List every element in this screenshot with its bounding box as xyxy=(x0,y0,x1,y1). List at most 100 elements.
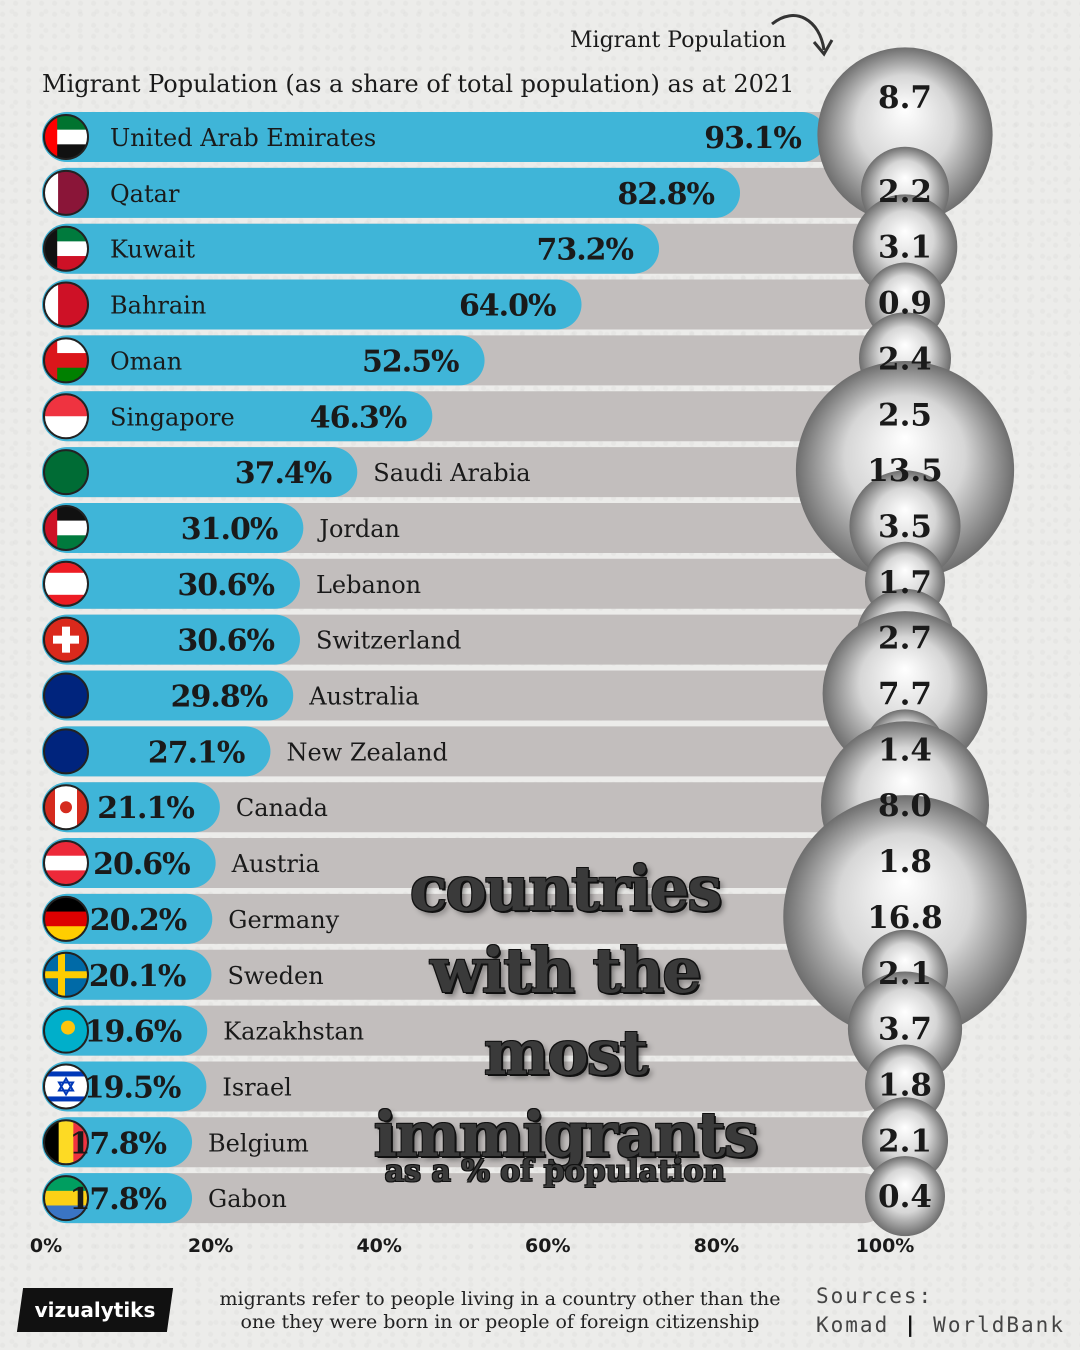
bar xyxy=(42,167,741,218)
chart-title: countries with the most immigrants xyxy=(340,848,790,1176)
value-label: 31.0% xyxy=(181,512,278,547)
gabon-flag-icon xyxy=(43,1175,89,1222)
bar xyxy=(42,391,433,442)
title-line: most xyxy=(483,1016,649,1089)
country-label: Switzerland xyxy=(316,627,461,655)
x-tick-label: 100% xyxy=(856,1235,915,1257)
population-label: 13.5 xyxy=(867,453,943,489)
new-zealand-flag-icon xyxy=(43,728,89,775)
bar xyxy=(42,558,300,609)
title-line: with the xyxy=(430,934,701,1007)
population-bubble xyxy=(817,47,993,223)
country-label: Jordan xyxy=(316,515,400,543)
source-item: WorldBank xyxy=(933,1313,1065,1337)
bubbles-group: 8.7 2.2 3.1 0.9 2.4 2.5 13.5 3.5 1.7 2.7 7.7 1.4 8.0… xyxy=(783,47,1027,1237)
sources-label: Sources: xyxy=(816,1284,934,1308)
bar xyxy=(42,838,216,889)
value-label: 19.6% xyxy=(85,1015,182,1050)
switzerland-flag-icon xyxy=(43,616,89,663)
population-label: 0.4 xyxy=(878,1179,932,1215)
value-label: 64.0% xyxy=(459,289,556,324)
migrant-population-label: Migrant Population xyxy=(570,28,787,53)
arrow-head-icon xyxy=(812,39,834,57)
sources: Sources: Komad | WorldBank xyxy=(816,1282,1076,1340)
country-label: Kazakhstan xyxy=(223,1018,364,1046)
country-label: Oman xyxy=(110,347,182,375)
value-label: 19.5% xyxy=(84,1070,181,1105)
canada-flag-icon xyxy=(43,784,89,831)
value-label: 20.2% xyxy=(90,903,187,938)
population-label: 3.1 xyxy=(878,230,932,266)
bar-chart: 8.7 2.2 3.1 0.9 2.4 2.5 13.5 3.5 1.7 2.7 7.7 1.4 8.0… xyxy=(30,14,1027,1257)
austria-flag-icon xyxy=(43,840,89,887)
country-label: United Arab Emirates xyxy=(110,124,376,152)
country-label: Singapore xyxy=(110,403,235,431)
bar-track xyxy=(42,782,888,833)
brand-logo: vizualytiks xyxy=(16,1288,174,1332)
value-label: 29.8% xyxy=(171,680,268,715)
x-tick-label: 60% xyxy=(525,1235,570,1257)
population-label: 8.7 xyxy=(878,80,932,116)
bar-track xyxy=(42,838,888,889)
lebanon-flag-icon xyxy=(43,560,89,607)
population-label: 1.8 xyxy=(878,844,932,880)
population-bubble xyxy=(783,795,1027,1039)
bar xyxy=(42,335,485,386)
bar-track xyxy=(42,949,888,1000)
kazakhstan-flag-icon xyxy=(43,1007,89,1054)
bar-track xyxy=(42,1117,888,1168)
country-label: Bahrain xyxy=(110,292,206,320)
population-label: 2.5 xyxy=(878,397,932,433)
population-label: 16.8 xyxy=(867,900,943,936)
population-label: 7.7 xyxy=(878,677,932,713)
population-label: 2.7 xyxy=(878,621,932,657)
value-label: 46.3% xyxy=(310,400,407,435)
bar xyxy=(42,614,300,665)
value-label: 20.6% xyxy=(93,847,190,882)
population-label: 2.2 xyxy=(878,174,932,210)
footnote: migrants refer to people living in a cou… xyxy=(219,1288,781,1333)
population-label: 1.4 xyxy=(878,732,932,768)
bar xyxy=(42,223,660,274)
bar xyxy=(42,670,294,721)
israel-flag-icon xyxy=(43,1063,89,1110)
bar-track xyxy=(42,893,888,944)
country-label: Belgium xyxy=(208,1129,309,1157)
population-bubble xyxy=(865,1156,945,1237)
singapore-flag-icon xyxy=(43,393,89,440)
country-label: New Zealand xyxy=(286,738,447,766)
value-label: 30.6% xyxy=(177,624,274,659)
sources-list: Komad | WorldBank xyxy=(816,1311,1076,1340)
population-label: 2.4 xyxy=(878,341,932,377)
x-tick-label: 80% xyxy=(694,1235,739,1257)
x-tick-label: 0% xyxy=(30,1235,62,1257)
separator-icon: | xyxy=(903,1313,934,1337)
bar xyxy=(42,726,271,777)
value-label: 27.1% xyxy=(148,735,245,770)
country-label: Israel xyxy=(222,1073,291,1101)
sweden-flag-icon xyxy=(43,951,89,998)
value-label: 30.6% xyxy=(177,568,274,603)
population-label: 0.9 xyxy=(878,286,932,322)
value-label: 20.1% xyxy=(89,959,186,994)
value-label: 37.4% xyxy=(235,456,332,491)
country-label: Germany xyxy=(228,906,339,934)
bahrain-flag-icon xyxy=(43,281,89,328)
value-label: 17.8% xyxy=(69,1182,166,1217)
country-label: Lebanon xyxy=(316,571,421,599)
population-label: 3.5 xyxy=(878,509,932,545)
bar xyxy=(42,782,220,833)
bar xyxy=(42,112,827,162)
chart-heading: Migrant Population (as a share of total … xyxy=(42,70,795,98)
oman-flag-icon xyxy=(43,337,89,384)
bar-track xyxy=(42,1005,888,1056)
logo-text: vizualytiks xyxy=(34,1298,156,1322)
population-label: 3.7 xyxy=(878,1012,932,1048)
value-label: 93.1% xyxy=(704,121,801,156)
country-label: Gabon xyxy=(208,1185,287,1213)
title-line: countries xyxy=(409,852,722,925)
population-label: 8.0 xyxy=(878,788,932,824)
bar xyxy=(42,502,304,553)
country-label: Australia xyxy=(308,683,419,711)
source-item: Komad xyxy=(816,1313,890,1337)
